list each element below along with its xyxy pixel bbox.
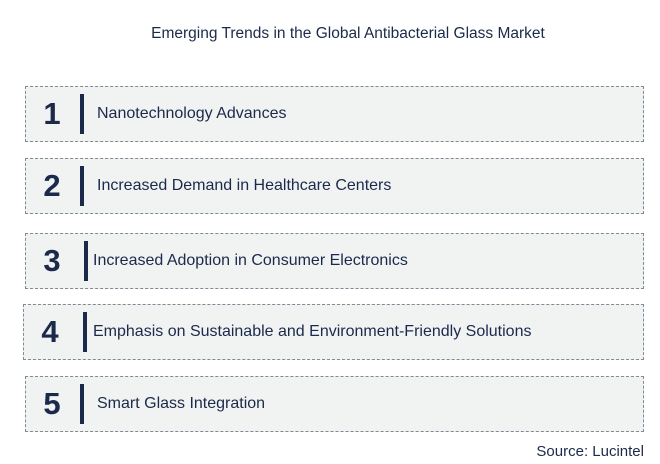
trend-label: Increased Demand in Healthcare Centers [97,177,392,194]
trend-divider [80,384,84,424]
trend-divider [80,166,84,206]
trend-item-1: 1 Nanotechnology Advances [25,86,644,142]
trend-label: Nanotechnology Advances [97,105,287,122]
trend-number: 4 [41,314,59,349]
trend-divider [83,312,87,352]
trend-item-4: 4 Emphasis on Sustainable and Environmen… [23,304,644,360]
trend-number: 5 [43,386,61,421]
source-credit: Source: Lucintel [536,443,644,460]
trend-number: 2 [43,168,61,203]
trend-label: Emphasis on Sustainable and Environment-… [93,323,532,340]
trend-divider [84,241,88,281]
trend-divider [80,94,84,134]
trend-number: 1 [43,96,61,131]
trend-item-2: 2 Increased Demand in Healthcare Centers [25,158,644,214]
diagram-title: Emerging Trends in the Global Antibacter… [151,25,545,42]
trend-label: Increased Adoption in Consumer Electroni… [93,252,408,269]
trend-number: 3 [43,243,61,278]
trend-item-5: 5 Smart Glass Integration [25,376,644,432]
trend-label: Smart Glass Integration [97,395,266,412]
trend-item-3: 3 Increased Adoption in Consumer Electro… [25,233,644,289]
